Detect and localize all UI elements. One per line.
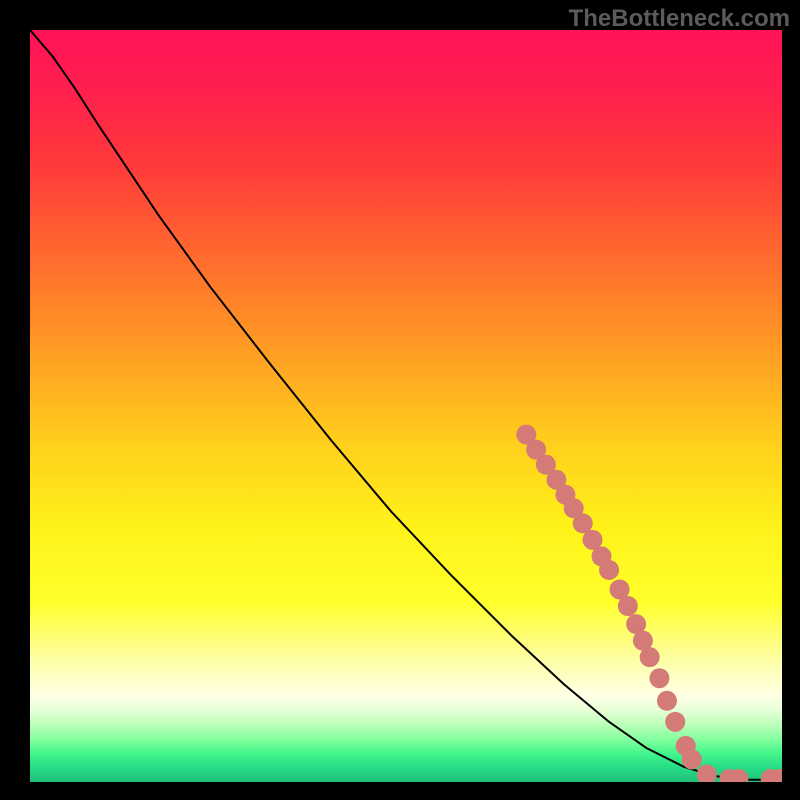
data-marker bbox=[682, 749, 702, 769]
gradient-background bbox=[30, 30, 782, 782]
data-marker bbox=[649, 668, 669, 688]
data-marker bbox=[657, 691, 677, 711]
chart-svg bbox=[30, 30, 782, 782]
data-marker bbox=[599, 560, 619, 580]
watermark-text: TheBottleneck.com bbox=[569, 5, 790, 33]
plot-area bbox=[30, 30, 782, 782]
data-marker bbox=[665, 712, 685, 732]
data-marker bbox=[618, 596, 638, 616]
data-marker bbox=[640, 647, 660, 667]
